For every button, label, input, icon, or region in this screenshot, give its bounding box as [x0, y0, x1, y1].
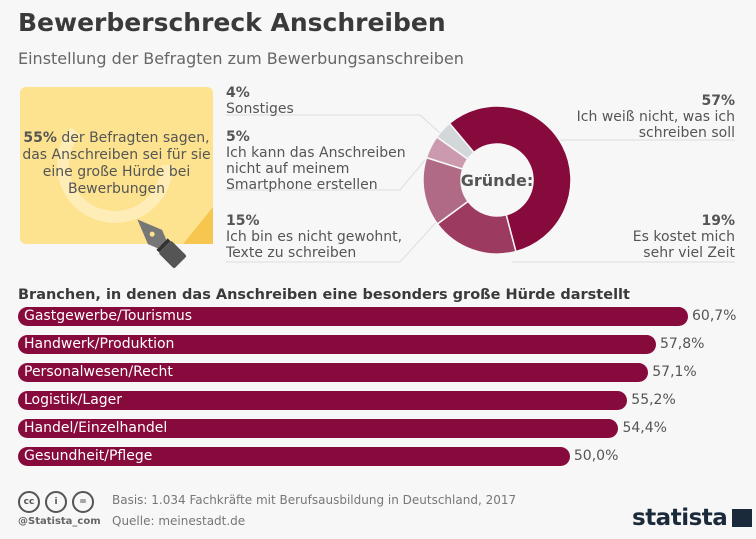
attribution-icon: i [45, 491, 67, 513]
subtitle: Einstellung der Befragten zum Bewerbungs… [18, 49, 464, 68]
bar: Handwerk/Produktion [18, 335, 656, 354]
no-derivatives-icon: = [72, 491, 94, 513]
bar-category-label: Gesundheit/Pflege [24, 448, 153, 464]
source-note: Quelle: meinestadt.de [112, 514, 246, 528]
bar-category-label: Gastgewerbe/Tourismus [24, 308, 193, 324]
logo-mark-icon [732, 509, 753, 527]
slice-pct: 57% [701, 93, 735, 109]
slice-pct: 19% [701, 213, 735, 229]
bar-chart-title: Branchen, in denen das Anschreiben eine … [18, 287, 630, 303]
leader-lines [226, 114, 735, 263]
statista-logo[interactable]: statista [632, 505, 753, 531]
slice-text: Ich kann das Anschreiben nicht auf meine… [226, 145, 406, 193]
bar-value-label: 60,7% [692, 308, 737, 324]
note-highlight: 55% [23, 130, 57, 146]
bar-value-label: 57,1% [652, 364, 697, 380]
bar: Gesundheit/Pflege [18, 447, 570, 466]
slice-pct: 5% [226, 129, 250, 145]
bar: Gastgewerbe/Tourismus [18, 307, 688, 326]
note-decoration [57, 107, 213, 268]
bar-category-label: Handwerk/Produktion [24, 336, 175, 352]
sticky-note [20, 87, 213, 244]
slice-pct: 15% [226, 213, 260, 229]
note-fold [183, 207, 213, 244]
bar-value-label: 55,2% [631, 392, 676, 408]
bar: Handel/Einzelhandel [18, 419, 619, 438]
bar: Personalwesen/Recht [18, 363, 649, 382]
slice-pct: 4% [226, 85, 250, 101]
slice-text: Sonstiges [226, 101, 294, 117]
donut-center-label: Gründe: [461, 171, 534, 190]
fountain-pen-icon [137, 219, 186, 268]
note-text: 55% der Befragten sagen, das Anschreiben… [20, 130, 213, 198]
donut-slice [448, 105, 572, 253]
bar-value-label: 50,0% [573, 448, 619, 464]
title: Bewerberschreck Anschreiben [18, 8, 446, 37]
slice-label-smartphone: 5% Ich kann das Anschreiben nicht auf mei… [226, 129, 426, 193]
logo-text: statista [632, 505, 728, 531]
bar-category-label: Handel/Einzelhandel [24, 420, 168, 436]
slice-text: Ich weiß nicht, was ich schreiben soll [576, 109, 735, 141]
slice-label-weiss-nicht: 57% Ich weiß nicht, was ich schreiben sol… [560, 93, 735, 141]
note-body: der Befragten sagen, das Anschreiben sei… [22, 130, 211, 197]
slice-label-gewohnt: 15% Ich bin es nicht gewohnt, Texte zu sc… [226, 213, 406, 261]
donut-chart: Gründe: [226, 105, 735, 263]
bar-category-label: Personalwesen/Recht [24, 364, 173, 380]
slice-label-zeit: 19% Es kostet mich sehr viel Zeit [600, 213, 735, 261]
twitter-handle[interactable]: @Statista_com [18, 516, 101, 527]
slice-label-sonstiges: 4% Sonstiges [226, 85, 294, 117]
slice-text: Ich bin es nicht gewohnt, Texte zu schre… [226, 229, 403, 261]
slice-text: Es kostet mich sehr viel Zeit [632, 229, 735, 261]
bar-category-label: Logistik/Lager [24, 392, 123, 408]
bar-value-label: 57,8% [659, 336, 705, 352]
donut-slice [435, 122, 475, 161]
bar: Logistik/Lager [18, 391, 628, 410]
bar-value-label: 54,4% [622, 420, 667, 436]
basis-note: Basis: 1.034 Fachkräfte mit Berufsausbil… [112, 493, 517, 507]
cc-icon: cc [18, 491, 40, 513]
